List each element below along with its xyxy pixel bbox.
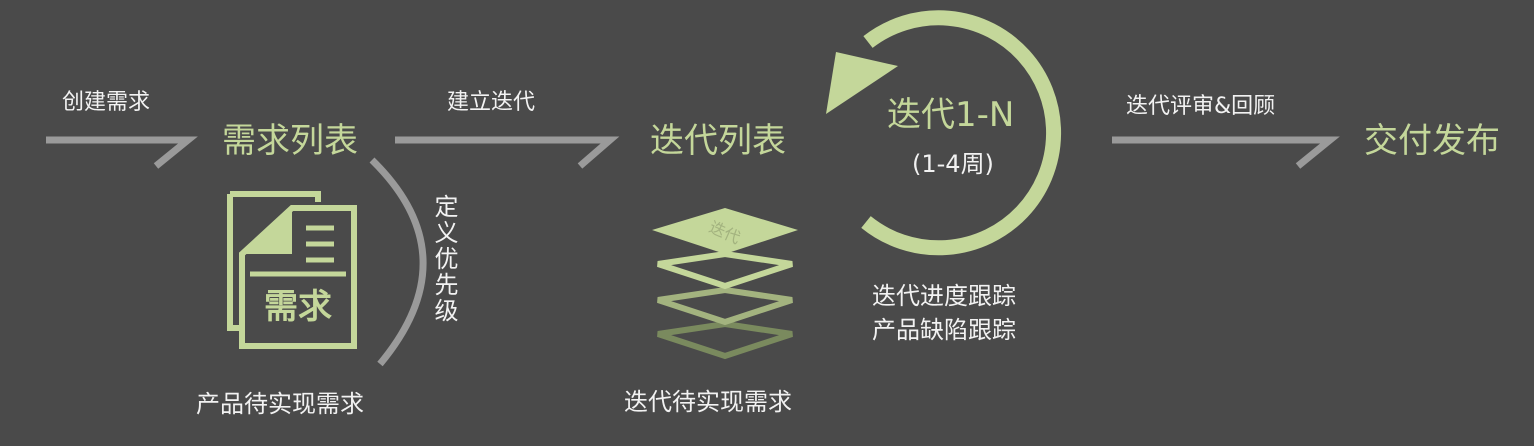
build-iteration-label: 建立迭代: [447, 90, 536, 115]
track-defects-label: 产品缺陷跟踪: [872, 316, 1016, 344]
iteration-duration-label: (1-4周): [912, 150, 994, 178]
track-progress-label: 迭代进度跟踪: [872, 282, 1016, 310]
arrow-iteration-to-delivery: [1112, 136, 1340, 169]
review-label: 迭代评审&回顾: [1126, 94, 1276, 119]
iteration-cycle-arc: [861, 10, 1062, 256]
priority-arc: [369, 157, 427, 367]
iteration-pending-label: 迭代待实现需求: [624, 388, 792, 416]
iteration-cycle-title: 迭代1-N: [887, 95, 1015, 135]
cycle-arrowhead-icon: [826, 52, 898, 114]
arrow-create-to-list: [46, 136, 198, 169]
delivery-title: 交付发布: [1364, 121, 1500, 161]
doc-icon-text: 需求: [264, 287, 332, 327]
arrow-list-to-iteration: [395, 136, 620, 169]
iteration-stack-icon: 迭代: [652, 208, 798, 360]
define-priority-label: 定义优先级: [430, 194, 458, 324]
requirement-list-title: 需求列表: [222, 121, 358, 161]
iteration-list-title: 迭代列表: [650, 121, 786, 161]
create-requirement-label: 创建需求: [62, 90, 151, 115]
product-pending-label: 产品待实现需求: [196, 390, 364, 418]
requirement-document-icon: 需求: [227, 191, 357, 349]
